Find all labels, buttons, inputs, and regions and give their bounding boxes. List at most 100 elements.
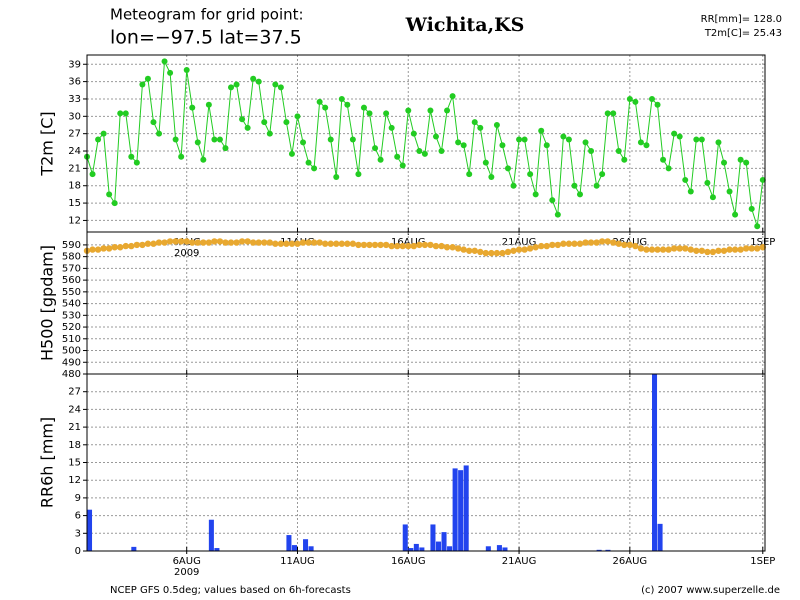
temperature-point (704, 179, 711, 186)
temperature-point (654, 101, 661, 108)
temperature-point (117, 110, 124, 117)
temperature-point (455, 139, 462, 146)
precip-bar (657, 523, 663, 551)
h500-point (366, 241, 373, 249)
h500-point (449, 244, 456, 251)
temperature-point (687, 188, 694, 195)
temperature-point (427, 107, 434, 114)
x-year-label: 2009 (174, 567, 199, 578)
h500-point (493, 249, 501, 257)
y-tick-label: 12 (68, 475, 81, 486)
temperature-point (100, 130, 107, 137)
temperature-point (709, 194, 716, 201)
temperature-point (167, 69, 174, 76)
y-tick-label: 36 (68, 77, 81, 88)
h500-point (393, 242, 401, 250)
temperature-point (139, 81, 146, 88)
temperature-point (194, 139, 201, 146)
temperature-point (216, 136, 223, 143)
h500-point (549, 241, 556, 249)
temperature-point (394, 153, 401, 160)
temperature-point (560, 133, 567, 140)
temperature-point (327, 136, 334, 143)
h500-point (715, 247, 722, 254)
h500-point (161, 239, 168, 246)
temperature-point (604, 110, 611, 117)
h500-point (637, 245, 645, 252)
temperature-point (255, 78, 262, 85)
h500-point (726, 246, 733, 253)
h500-point (166, 238, 174, 245)
temperature-point (277, 84, 284, 91)
temperature-point (721, 159, 728, 166)
h500-point (288, 240, 296, 247)
h500-point (189, 239, 196, 246)
h500-point (249, 239, 257, 246)
h500-point (515, 246, 523, 253)
precip-bar (291, 545, 297, 551)
h500-point (654, 246, 661, 253)
y-tick-label: 27 (68, 129, 81, 140)
h500-point (576, 240, 584, 247)
h500-point (538, 242, 545, 250)
temperature-point (244, 124, 251, 131)
h500-point (227, 239, 235, 246)
temperature-point (488, 174, 495, 181)
precip-bar (214, 548, 220, 551)
temperature-point (333, 174, 340, 181)
temperature-point (383, 110, 390, 117)
y-tick-label: 540 (62, 299, 81, 310)
h500-point (454, 245, 462, 252)
h500-point (155, 239, 163, 246)
y-tick-label: 15 (68, 198, 81, 209)
temperature-point (172, 136, 179, 143)
temperature-point (665, 165, 672, 172)
temperature-point (305, 159, 312, 166)
temperature-point (294, 113, 301, 120)
x-tick-label: 21AUG (502, 556, 537, 567)
precip-bar (286, 535, 292, 551)
temperature-point (715, 139, 722, 146)
precip-bar (447, 546, 453, 551)
y-tick-label: 30 (68, 111, 81, 122)
h500-point (150, 240, 157, 247)
x-tick-label: 16AUG (391, 556, 426, 567)
temperature-point (516, 136, 523, 143)
h500-point (349, 240, 357, 247)
h500-point (211, 238, 218, 245)
h500-point (504, 248, 512, 256)
temperature-point (732, 211, 739, 218)
precip-bar (402, 524, 408, 551)
temperature-point (228, 84, 235, 91)
y-tick-label: 560 (62, 275, 81, 286)
h500-point (371, 241, 379, 249)
y-tick-label: 0 (75, 546, 81, 557)
h500-point (604, 238, 611, 245)
h500-point (144, 240, 152, 247)
temperature-point (599, 171, 606, 178)
h500-point (382, 241, 390, 249)
temperature-point (693, 136, 700, 143)
y-tick-label: 9 (75, 493, 81, 504)
temperature-point (122, 110, 129, 117)
temperature-point (676, 133, 683, 140)
y-tick-label: 24 (68, 146, 81, 157)
x-tick-label: 1SEP (750, 237, 775, 248)
temperature-point (449, 93, 456, 100)
h500-point (670, 245, 678, 252)
h500-point (748, 245, 755, 252)
h500-point (233, 239, 240, 246)
h500-point (177, 238, 185, 245)
precip-bar (87, 509, 93, 551)
h500-point (488, 249, 495, 257)
h500-point (194, 239, 201, 246)
temperature-point (571, 182, 578, 189)
h500-point (338, 240, 346, 247)
temperature-point (250, 75, 257, 82)
x-tick-label: 26AUG (613, 556, 648, 567)
h500-point (615, 240, 622, 247)
h500-point (266, 239, 273, 246)
y-tick-label: 18 (68, 181, 81, 192)
temperature-point (754, 223, 761, 230)
h500-point (598, 238, 606, 245)
